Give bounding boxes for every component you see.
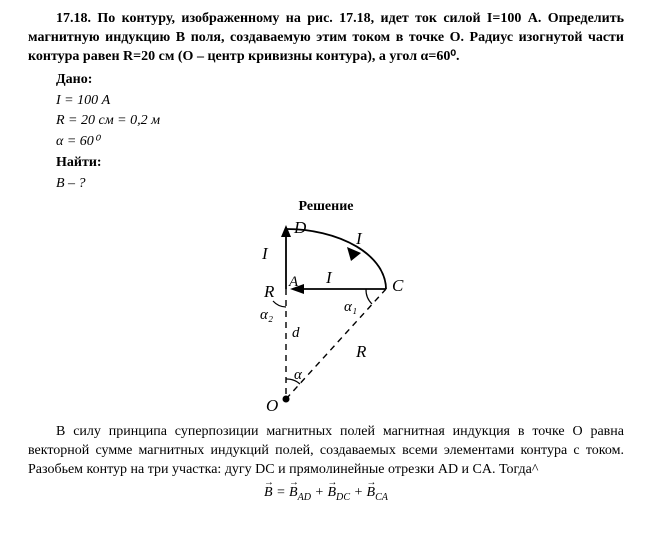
sub-DC: DC	[336, 491, 350, 502]
label-alpha: α	[294, 367, 303, 383]
label-O: O	[266, 396, 278, 415]
plus-2: +	[350, 485, 366, 500]
given-line-3: α = 60⁰	[56, 133, 624, 152]
eq-sign: =	[273, 485, 289, 500]
given-line-2: R = 20 см = 0,2 м	[56, 112, 624, 131]
plus-1: +	[311, 485, 327, 500]
arrow-AD	[281, 225, 291, 237]
sub-CA: CA	[375, 491, 388, 502]
angle-alpha2	[273, 301, 286, 307]
find-line: B – ?	[56, 175, 624, 194]
find-label: Найти:	[56, 154, 624, 173]
problem-text: По контуру, изображенному на рис. 17.18,…	[28, 11, 624, 64]
label-d: d	[292, 325, 300, 341]
label-alpha1: α₁	[344, 299, 357, 315]
label-I-left: I	[261, 244, 269, 263]
given-block: Дано: I = 100 А R = 20 см = 0,2 м α = 60…	[56, 71, 624, 194]
given-label: Дано:	[56, 71, 624, 90]
label-D: D	[293, 219, 307, 237]
label-C: C	[392, 276, 404, 295]
vec-B-DC: B	[327, 484, 336, 503]
given-line-1: I = 100 А	[56, 92, 624, 111]
sub-AD: AD	[298, 491, 311, 502]
explanation-text: В силу принципа суперпозиции магнитных п…	[28, 423, 624, 480]
label-A: A	[288, 274, 299, 290]
label-R-right: R	[355, 342, 367, 361]
problem-statement: 17.18. По контуру, изображенному на рис.…	[28, 10, 624, 67]
problem-number: 17.18.	[56, 11, 91, 26]
angle-alpha1	[366, 289, 372, 304]
point-O	[283, 395, 290, 402]
label-R-left: R	[263, 282, 275, 301]
vec-B-AD: B	[289, 484, 298, 503]
superposition-equation: B = BAD + BDC + BCA	[28, 484, 624, 504]
arrow-arc	[347, 247, 361, 261]
arc-DC	[286, 229, 386, 289]
label-I-horiz: I	[325, 268, 333, 287]
label-I-arc: I	[355, 229, 363, 248]
label-alpha2: α₂	[260, 307, 273, 323]
solution-label: Решение	[28, 198, 624, 217]
vec-B-CA: B	[367, 484, 376, 503]
circuit-diagram: D I I I C A R R α₁ α₂ α d O	[216, 219, 436, 419]
vec-B: B	[264, 484, 273, 503]
diagram: D I I I C A R R α₁ α₂ α d O	[28, 219, 624, 419]
